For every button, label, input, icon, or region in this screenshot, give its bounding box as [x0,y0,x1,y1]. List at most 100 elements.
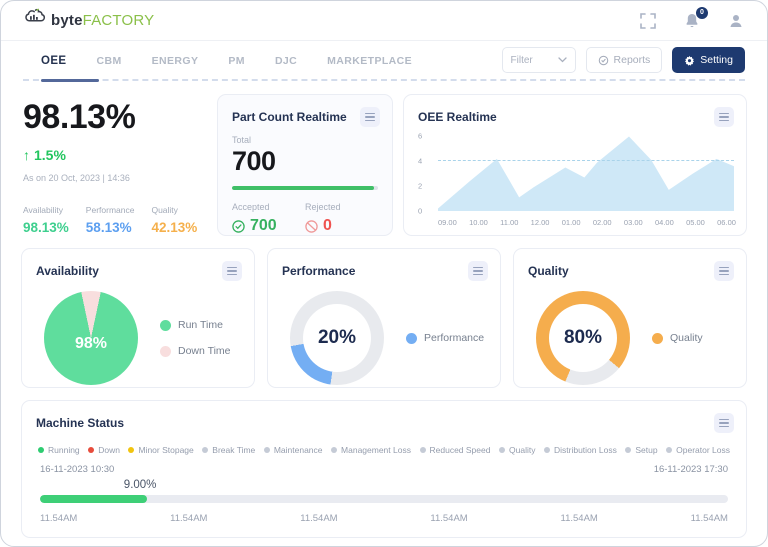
tab-oee[interactable]: OEE [41,55,67,67]
fullscreen-icon[interactable] [639,12,657,30]
legend-run-time: Run Time [160,319,231,331]
quality-donut-label: 80% [563,327,603,348]
report-icon [598,55,608,65]
quality-donut-chart: 80% [536,291,630,385]
check-circle-icon [232,219,245,233]
notification-bell-icon[interactable]: 0 [683,6,708,30]
part-count-card: Part Count Realtime Total 700 Accepted 7… [217,94,393,236]
threshold-dashed-line [438,160,734,162]
legend-maintenance: Maintenance [263,445,323,455]
user-profile-icon[interactable] [727,12,745,30]
toolbar: OEE CBM ENERGY PM DJC MARKETPLACE Filter… [1,41,767,82]
part-count-progress-bar [232,186,378,190]
quality-card: Quality 80% Quality [513,248,747,388]
oee-overview-value: 98.13% [23,98,136,136]
availability-title: Availability [36,264,99,278]
tab-marketplace[interactable]: MARKETPLACE [327,55,413,67]
availability-pie-label: 98% [74,334,108,352]
run-time-dot [160,319,171,331]
rejected-block: Rejected 0 [305,202,341,234]
y-axis-labels: 6 4 2 0 [418,131,423,216]
tab-energy[interactable]: ENERGY [151,55,199,67]
legend-break-time: Break Time [202,445,255,455]
reports-button[interactable]: Reports [585,47,663,73]
machine-status-card: Machine Status Running Down Minor Stopag… [21,400,747,538]
performance-menu-icon[interactable] [468,261,488,281]
availability-card: Availability 98% Run Time Dow [21,248,255,388]
tab-cbm[interactable]: CBM [96,55,122,67]
area-series [438,136,734,211]
stat-quality: Quality 42.13% [151,205,198,235]
performance-donut-label: 20% [317,327,357,348]
tabs-divider [23,79,745,82]
oee-realtime-title: OEE Realtime [418,110,497,124]
oee-overview: 98.13% ↑ 1.5% As on 20 Oct, 2023 | 14:36 … [21,94,207,236]
active-tab-indicator [41,79,99,82]
oee-area-chart: 6 4 2 0 [418,129,734,216]
timeline-time-labels: 11.54AM 11.54AM 11.54AM 11.54AM 11.54AM … [40,513,728,524]
part-count-title: Part Count Realtime [232,110,347,124]
tab-djc[interactable]: DJC [274,55,298,67]
part-count-menu-icon[interactable] [360,107,380,127]
legend-distribution-loss: Distribution Loss [544,445,617,455]
setting-label: Setting [700,54,733,66]
rejected-circle-icon [305,219,318,233]
timeline-progress-label: 9.00% [123,479,157,491]
legend-operator-loss: Operator Loss [666,445,730,455]
rejected-value: 0 [323,217,332,234]
performance-dot [406,332,417,344]
legend-setup: Setup [625,445,658,455]
legend-running: Running [38,445,80,455]
as-on-timestamp: As on 20 Oct, 2023 | 14:36 [23,173,130,183]
quality-dot [652,332,663,344]
oee-realtime-card: OEE Realtime 6 4 2 0 [403,94,747,236]
timeline-start-datetime: 16-11-2023 10:30 [40,464,115,475]
machine-timeline: 9.00% [40,479,728,503]
nav-tabs: OEE CBM ENERGY PM DJC MARKETPLACE [23,47,412,79]
oee-realtime-menu-icon[interactable] [714,107,734,127]
legend-down-time: Down Time [160,345,231,357]
quality-title: Quality [528,264,569,278]
legend-reduced-speed: Reduced Speed [419,445,490,455]
machine-status-title: Machine Status [36,416,125,430]
down-time-dot [160,345,171,357]
logo-cloud-chart-icon [23,8,47,33]
legend-management-loss: Management Loss [331,445,411,455]
notification-badge: 0 [696,6,708,19]
total-label: Total [232,135,252,145]
filter-dropdown[interactable]: Filter [501,47,576,73]
performance-card: Performance 20% Performance [267,248,501,388]
performance-donut-chart: 20% [290,291,384,385]
legend-quality: Quality [499,445,535,455]
machine-status-legend: Running Down Minor Stopage Break Time Ma… [22,433,746,455]
app-logo: byteFACTORY [23,8,154,33]
stat-availability: Availability 98.13% [23,205,69,235]
accepted-block: Accepted 700 [232,202,277,234]
chevron-down-icon [557,57,567,63]
oee-delta: ↑ 1.5% [23,147,66,163]
reports-label: Reports [613,54,651,66]
legend-minor-stopage: Minor Stopage [128,445,194,455]
setting-button[interactable]: Setting [672,47,745,73]
timeline-bar [40,495,728,503]
quality-menu-icon[interactable] [714,261,734,281]
accepted-value: 700 [250,217,277,234]
performance-title: Performance [282,264,356,278]
logo-text: byteFACTORY [51,12,155,29]
total-value: 700 [232,146,276,176]
filter-label: Filter [510,54,533,66]
gear-icon [685,55,695,66]
availability-pie-chart: 98% [44,291,138,385]
machine-status-menu-icon[interactable] [714,413,734,433]
stat-performance: Performance 58.13% [85,205,135,235]
legend-down: Down [88,445,120,455]
legend-performance: Performance [406,332,484,344]
availability-menu-icon[interactable] [222,261,242,281]
x-axis-labels: 09.00 10.00 11.00 12.00 01.00 02.00 03.00 04.00… [438,218,736,227]
timeline-end-datetime: 16-11-2023 17:30 [653,464,728,475]
tab-pm[interactable]: PM [228,55,245,67]
legend-quality: Quality [652,332,703,344]
app-header: byteFACTORY 0 [1,1,767,41]
up-arrow-icon: ↑ [23,147,30,163]
